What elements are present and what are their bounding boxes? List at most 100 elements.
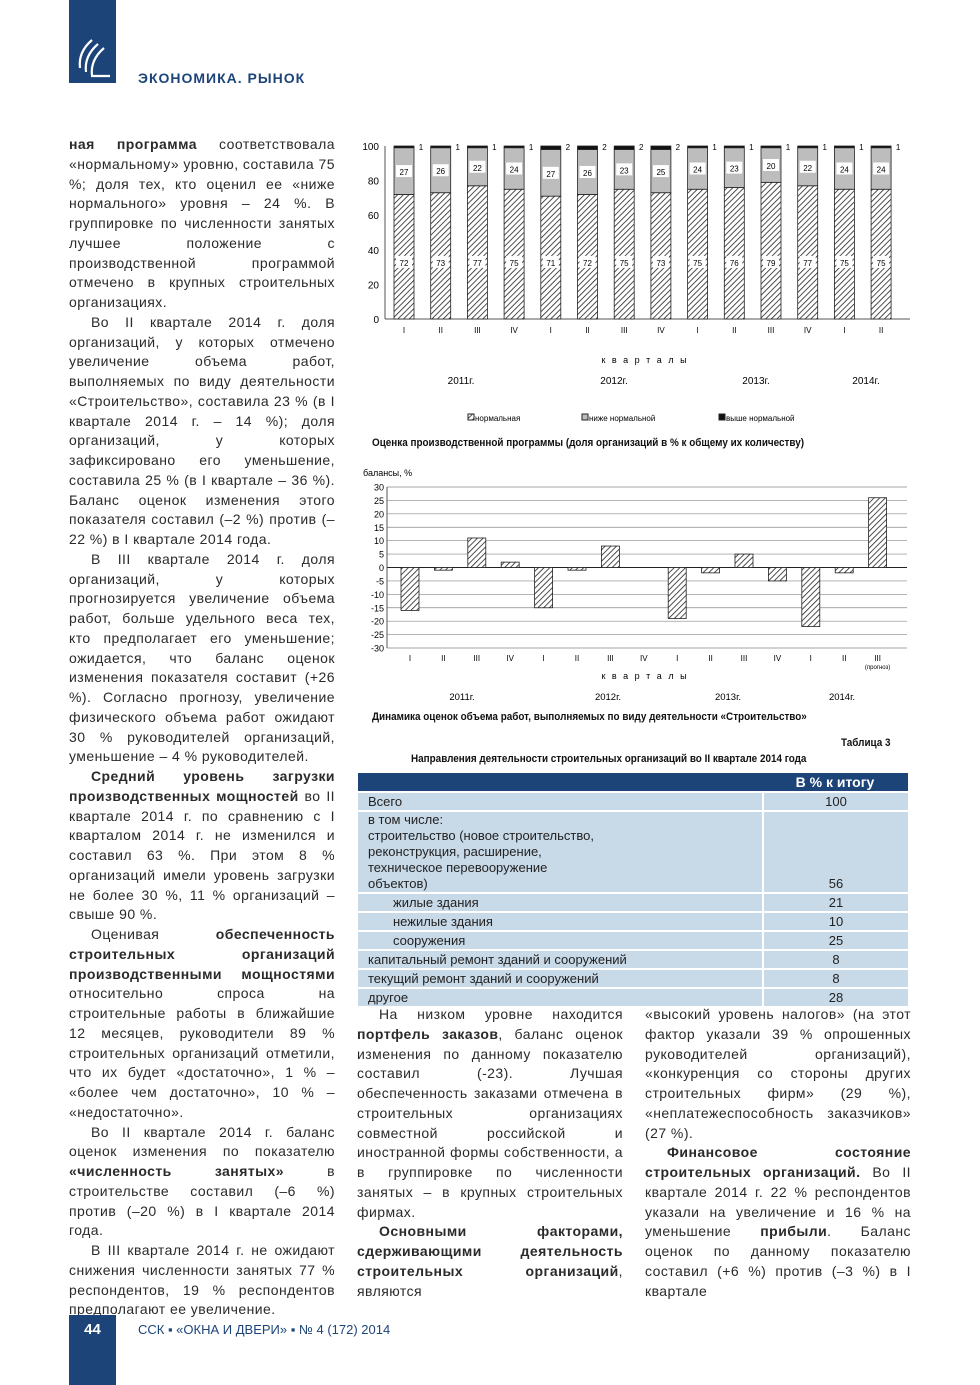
bar [434,567,453,571]
year-label: 2013г. [715,692,741,703]
bar [600,545,620,568]
bar [667,567,687,619]
x-tick-label: II [708,654,712,663]
data-label-bg [432,255,449,268]
section-title: ЭКОНОМИКА. РЫНОК [138,70,306,86]
x-tick-label: II [879,326,883,335]
x-tick-label: II [575,654,579,663]
chart2-title: Динамика оценок объема работ, выполняемы… [372,711,807,723]
table-header-percent: В % к итогу [762,773,908,791]
data-label: 27 [400,168,409,177]
data-label-bg [652,255,669,268]
text-run: На низком уровне находится [379,1006,623,1022]
data-label: 75 [877,259,886,268]
bar [400,567,420,611]
table-row: текущий ремонт зданий и сооружений 8 [358,970,908,987]
year-label: 2014г. [852,376,879,387]
bar-segment-normal [430,192,452,320]
text-run: во II квартале 2014 г. по сравнению с I … [69,787,336,923]
x-axis-label: к в а р т а л ы [601,671,688,681]
data-label-bg [726,255,743,268]
x-tick-label: I [550,326,552,335]
x-tick-label: IV [506,654,514,663]
data-label: 1 [786,143,791,152]
data-label-bg [616,163,633,176]
table-row: Всего 100 [358,793,908,810]
row-label: жилые здания [358,894,762,911]
x-tick-label: IV [657,326,665,335]
data-label: 1 [492,143,497,152]
text-run: Во II квартале 2014 г. баланс оценок изм… [69,1123,335,1160]
y-tick-label: -30 [371,644,384,654]
bar-segment-normal [687,188,709,320]
data-label-bg [506,255,523,268]
row-label: нежилые здания [358,913,762,930]
paragraph: Во II квартале 2014 г. доля организаций,… [69,313,335,550]
year-label: 2011г. [448,376,475,387]
data-label: 24 [510,165,519,174]
data-label-bg [469,255,486,268]
x-tick-label: III [874,654,881,663]
y-tick-label: 40 [368,246,380,257]
text-run: Во II квартале 2014 г. доля организаций,… [69,313,335,547]
text-run: В III квартале 2014 г. не ожидают снижен… [69,1242,335,1318]
data-label: 75 [840,259,849,268]
x-tick-label: I [676,654,678,663]
y-tick-label: -15 [371,603,384,613]
bar-segment-above-normal [833,145,855,149]
data-label: 22 [473,164,482,173]
year-label: 2012г. [595,692,621,703]
data-label: 76 [730,259,739,268]
paragraph: Во II квартале 2014 г. баланс оценок изм… [69,1123,335,1242]
bar [500,561,520,568]
paragraph: Оценивая обеспеченность строительных орг… [69,925,335,1123]
data-label: 75 [620,259,629,268]
paragraph: Основными факторами, сдерживающими деяте… [357,1222,623,1301]
year-label: 2013г. [742,376,769,387]
table-row: сооружения 25 [358,932,908,949]
y-tick-label: 100 [362,142,379,153]
legend-label: выше нормальной [726,414,795,423]
text-run: относительно спроса на строительные рабо… [69,985,335,1120]
bar-segment-normal [613,188,635,320]
x-tick-label: III [474,326,481,335]
page-number: 44 [69,1315,116,1385]
y-tick-label: 25 [374,496,384,506]
x-tick-label: II [441,654,445,663]
table-row: нежилые здания 10 [358,913,908,930]
row-value: 21 [762,894,908,911]
row-label: сооружения [358,932,762,949]
data-label-bg [432,164,449,177]
data-label-bg [763,255,779,268]
data-label-bg [396,165,412,178]
text-run: соответствовала «нормальному» уровню, со… [69,136,335,310]
y-axis-label: балансы, % [363,468,412,478]
x-tick-label: IV [640,654,648,663]
journal-footer: ССК ▪ «ОКНА И ДВЕРИ» ▪ № 4 (172) 2014 [138,1322,391,1337]
bold-text: обеспеченность строительных организаций … [69,926,335,982]
paragraph: На низком уровне находится портфель зака… [357,1005,623,1222]
data-label: 1 [529,143,534,152]
data-label-bg [579,165,596,178]
data-label: 23 [620,166,629,175]
x-tick-label: III [473,654,480,663]
data-label: 73 [436,259,445,268]
x-tick-label: II [842,654,846,663]
y-tick-label: -20 [371,617,384,627]
bar-segment-normal [503,188,525,320]
x-tick-label: IV [774,654,782,663]
bar-segment-normal [797,185,819,320]
data-label: 24 [693,165,702,174]
data-label-bg [652,165,669,178]
data-label: 2 [566,143,571,152]
bold-text: ная программа [69,136,197,152]
data-label-bg [799,160,816,173]
data-label: 79 [767,259,776,268]
legend-label: нормальная [475,414,520,423]
bar-segment-above-normal [613,145,635,150]
bar-segment-normal [723,187,745,320]
data-label: 1 [822,143,827,152]
row-value: 10 [762,913,908,930]
bar [834,567,854,574]
x-tick-label: I [696,326,698,335]
